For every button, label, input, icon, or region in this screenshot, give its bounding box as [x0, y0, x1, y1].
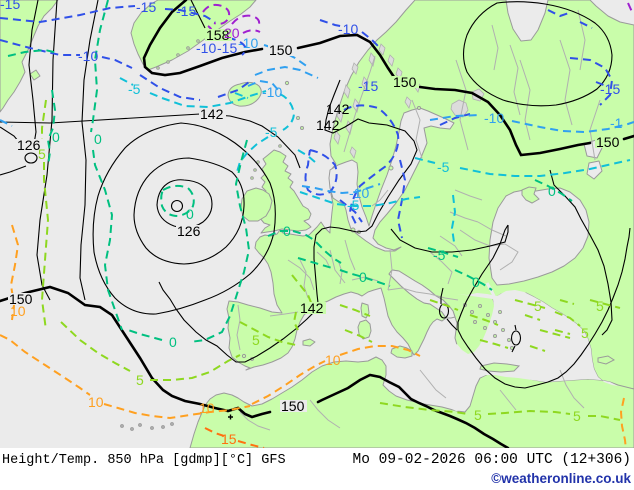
svg-text:-10: -10 [196, 40, 216, 56]
svg-text:150: 150 [9, 291, 33, 307]
svg-text:5: 5 [252, 332, 260, 348]
svg-text:5: 5 [534, 298, 542, 314]
svg-text:0: 0 [94, 131, 102, 147]
svg-text:150: 150 [393, 74, 417, 90]
svg-text:-5: -5 [437, 159, 450, 175]
svg-text:142: 142 [300, 300, 324, 316]
svg-text:-10: -10 [484, 110, 504, 126]
svg-text:0: 0 [169, 334, 177, 350]
svg-text:10: 10 [199, 400, 215, 416]
svg-text:5: 5 [573, 408, 581, 424]
svg-text:20: 20 [224, 25, 240, 41]
svg-text:-10: -10 [262, 84, 282, 100]
svg-text:-15: -15 [358, 78, 378, 94]
svg-text:-15: -15 [600, 81, 620, 97]
svg-text:-15: -15 [176, 3, 196, 19]
svg-text:142: 142 [326, 101, 350, 117]
svg-text:-5: -5 [433, 247, 446, 263]
svg-text:0: 0 [472, 274, 480, 290]
svg-text:-15: -15 [0, 0, 20, 12]
svg-text:-5: -5 [347, 197, 360, 213]
svg-text:-15: -15 [136, 0, 156, 15]
svg-text:142: 142 [316, 117, 340, 133]
svg-text:150: 150 [269, 42, 293, 58]
svg-text:0: 0 [52, 129, 60, 145]
svg-text:126: 126 [17, 137, 41, 153]
svg-text:-10: -10 [238, 35, 258, 51]
svg-text:10: 10 [325, 352, 341, 368]
svg-text:5: 5 [474, 407, 482, 423]
svg-text:5: 5 [596, 298, 604, 314]
svg-text:-10: -10 [338, 21, 358, 37]
svg-text:-10: -10 [349, 185, 369, 201]
svg-text:10: 10 [10, 303, 26, 319]
svg-text:126: 126 [177, 223, 201, 239]
svg-text:10: 10 [88, 394, 104, 410]
svg-text:158: 158 [206, 27, 230, 43]
svg-text:-1: -1 [610, 115, 623, 131]
svg-text:150: 150 [596, 134, 620, 150]
svg-text:5: 5 [136, 372, 144, 388]
svg-text:15: 15 [221, 431, 237, 447]
svg-text:0: 0 [548, 183, 556, 199]
svg-text:0: 0 [186, 206, 194, 222]
svg-text:-15: -15 [217, 40, 237, 56]
svg-text:5: 5 [581, 325, 589, 341]
svg-text:-10: -10 [78, 48, 98, 64]
svg-text:142: 142 [200, 106, 224, 122]
svg-text:150: 150 [281, 398, 305, 414]
svg-text:-5: -5 [128, 81, 141, 97]
svg-text:0: 0 [283, 223, 291, 239]
svg-text:0: 0 [359, 269, 367, 285]
svg-text:5: 5 [38, 146, 46, 162]
svg-text:-5: -5 [265, 124, 278, 140]
